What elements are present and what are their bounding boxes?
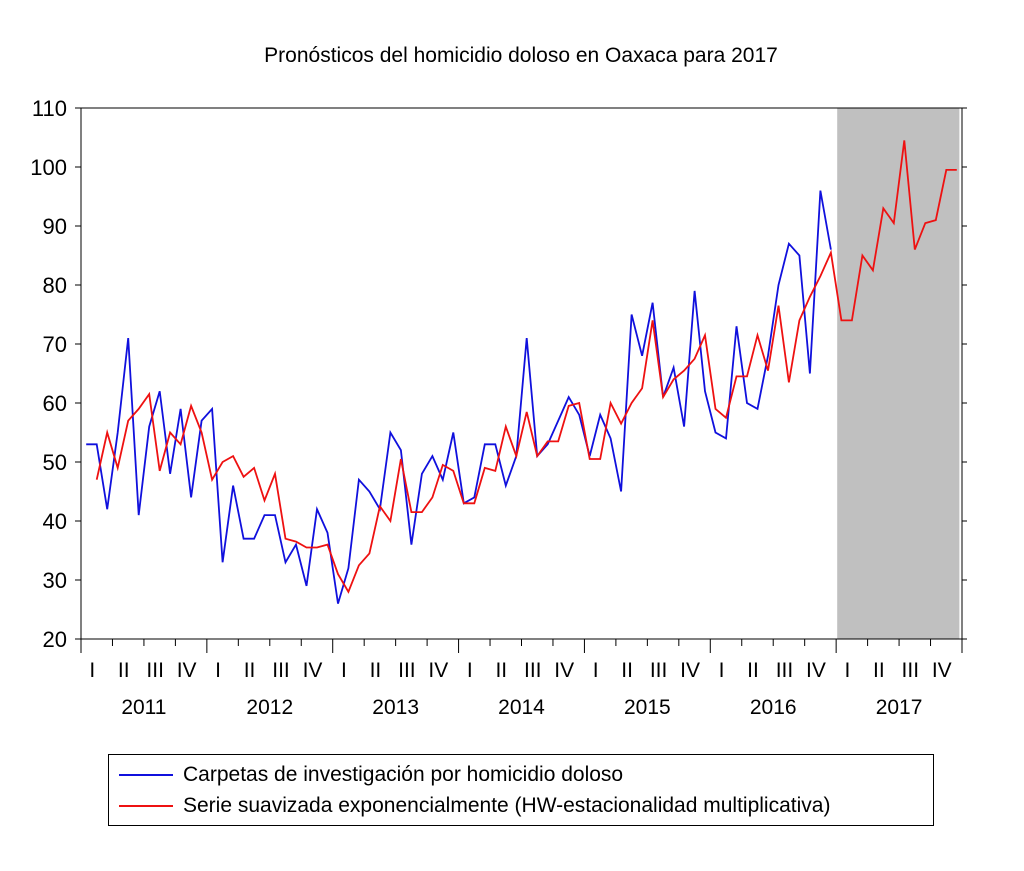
quarter-label: II bbox=[621, 659, 633, 682]
year-label: 2012 bbox=[246, 696, 293, 719]
quarter-label: IV bbox=[177, 659, 197, 682]
legend-label-carpetas: Carpetas de investigación por homicidio … bbox=[183, 763, 624, 786]
quarter-label: III bbox=[650, 659, 668, 682]
quarter-label: I bbox=[89, 659, 95, 682]
y-tick-label: 40 bbox=[43, 509, 67, 534]
legend: Carpetas de investigación por homicidio … bbox=[108, 754, 934, 826]
quarter-label: IV bbox=[554, 659, 574, 682]
quarter-label: IV bbox=[428, 659, 448, 682]
y-tick-label: 50 bbox=[43, 450, 67, 475]
legend-swatch-blue bbox=[119, 774, 173, 776]
y-tick-label: 80 bbox=[43, 273, 67, 298]
quarter-label: IV bbox=[932, 659, 952, 682]
quarter-label: III bbox=[776, 659, 794, 682]
year-label: 2014 bbox=[498, 696, 545, 719]
quarter-label: I bbox=[844, 659, 850, 682]
quarter-label: I bbox=[467, 659, 473, 682]
y-tick-label: 100 bbox=[30, 155, 67, 180]
y-tick-label: 70 bbox=[43, 332, 67, 357]
quarter-label: IV bbox=[303, 659, 323, 682]
quarter-label: IV bbox=[806, 659, 826, 682]
y-tick-label: 90 bbox=[43, 214, 67, 239]
quarter-label: IV bbox=[680, 659, 700, 682]
plot-frame bbox=[80, 107, 963, 640]
y-tick-label: 60 bbox=[43, 391, 67, 416]
year-label: 2013 bbox=[372, 696, 419, 719]
series-line-carpetas bbox=[86, 190, 832, 604]
quarter-label: III bbox=[398, 659, 416, 682]
quarter-label: I bbox=[593, 659, 599, 682]
quarter-label: II bbox=[873, 659, 885, 682]
quarter-label: I bbox=[341, 659, 347, 682]
legend-label-suavizada: Serie suavizada exponencialmente (HW-est… bbox=[183, 794, 831, 817]
year-label: 2011 bbox=[121, 696, 166, 719]
forecast-shading bbox=[837, 108, 960, 639]
quarter-label: I bbox=[719, 659, 725, 682]
legend-item-suavizada: Serie suavizada exponencialmente (HW-est… bbox=[119, 791, 830, 821]
year-label: 2017 bbox=[876, 696, 923, 719]
quarter-label: II bbox=[244, 659, 256, 682]
series-line-suavizada bbox=[95, 140, 957, 594]
year-label: 2015 bbox=[624, 696, 671, 719]
quarter-label: III bbox=[146, 659, 164, 682]
legend-item-carpetas: Carpetas de investigación por homicidio … bbox=[119, 760, 623, 790]
y-tick-label: 20 bbox=[43, 627, 67, 652]
quarter-label: III bbox=[272, 659, 290, 682]
y-tick-label: 30 bbox=[43, 568, 67, 593]
quarter-label: II bbox=[118, 659, 130, 682]
quarter-label: III bbox=[902, 659, 920, 682]
quarter-label: III bbox=[524, 659, 542, 682]
y-tick-label: 110 bbox=[32, 96, 67, 121]
quarter-label: II bbox=[370, 659, 382, 682]
quarter-label: I bbox=[215, 659, 221, 682]
year-label: 2016 bbox=[750, 696, 797, 719]
quarter-label: II bbox=[495, 659, 507, 682]
legend-swatch-red bbox=[119, 805, 173, 807]
chart-title: Pronósticos del homicidio doloso en Oaxa… bbox=[264, 44, 778, 67]
quarter-label: II bbox=[747, 659, 759, 682]
